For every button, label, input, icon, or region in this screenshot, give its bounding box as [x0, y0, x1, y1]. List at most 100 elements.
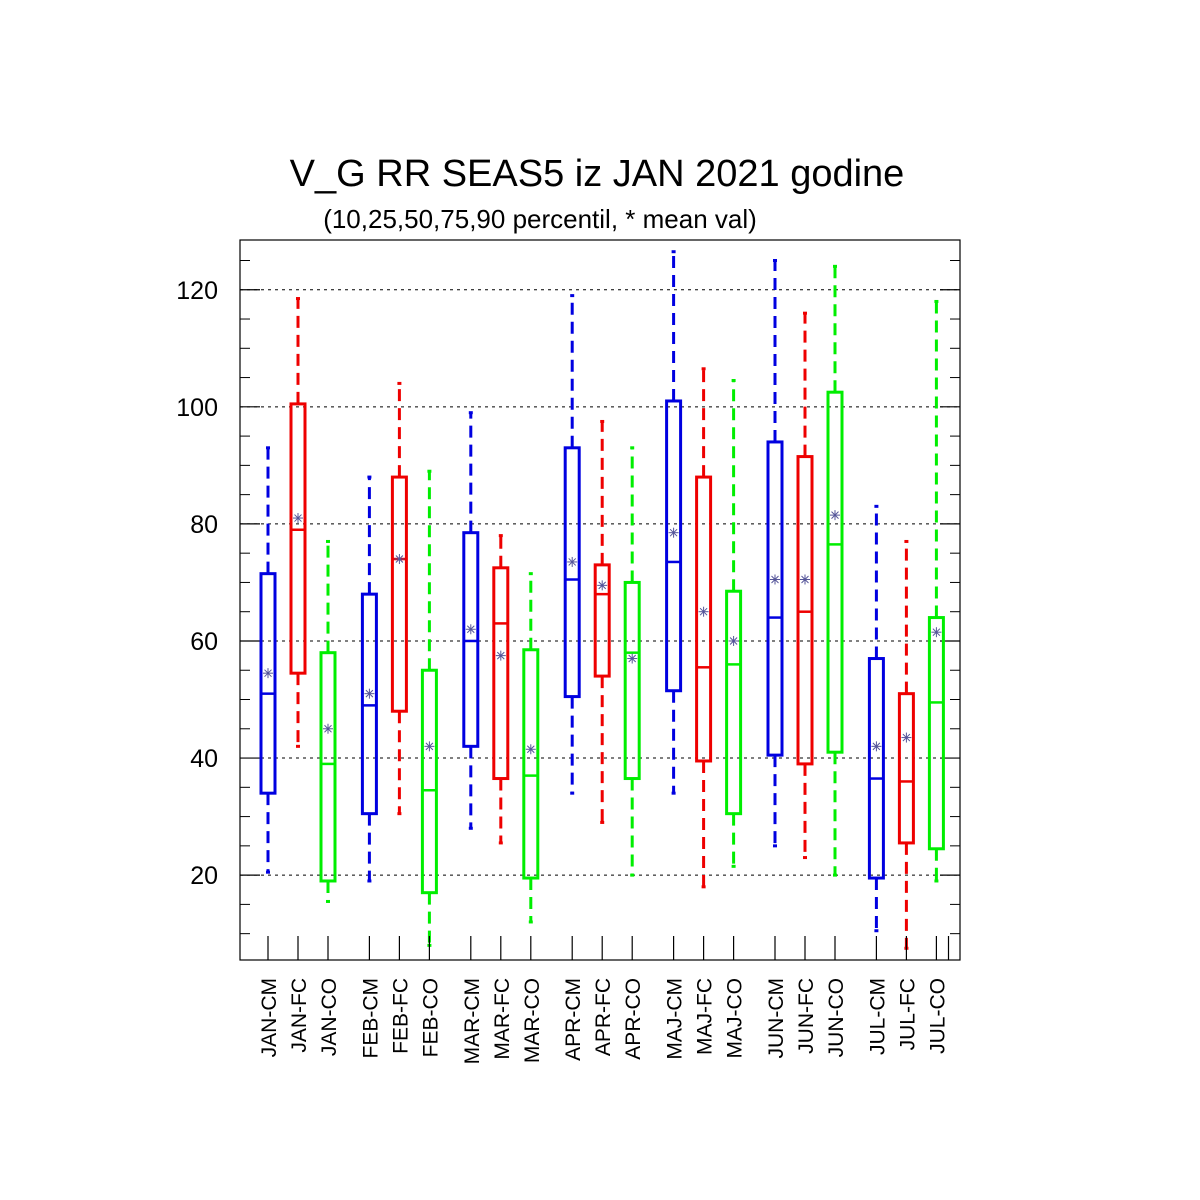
box-iqr [867, 657, 885, 880]
box-iqr [766, 440, 784, 757]
chart-subtitle: (10,25,50,75,90 percentil, * mean val) [323, 204, 757, 234]
grid-lines [240, 289, 960, 876]
box-jul-co [927, 299, 945, 883]
mean-marker-stroke [932, 628, 941, 637]
mean-marker [931, 627, 942, 638]
mean-marker [800, 574, 810, 585]
box-maj-cm [665, 250, 683, 795]
box-jun-cm [766, 258, 784, 848]
box-mar-cm [462, 411, 480, 830]
box-iqr [462, 531, 480, 748]
mean-marker-stroke [425, 742, 434, 751]
mean-marker-stroke [365, 689, 374, 698]
box-mar-fc [492, 534, 510, 845]
mean-marker [698, 606, 709, 617]
mean-marker [323, 723, 333, 734]
mean-marker [293, 513, 303, 524]
mean-marker [394, 554, 405, 565]
x-tick-label: MAJ-CO [724, 978, 747, 1059]
mean-marker [770, 574, 780, 585]
mean-marker-stroke [902, 733, 911, 742]
mean-marker [830, 510, 840, 521]
mean-marker-stroke [324, 724, 332, 733]
y-tick-label: 20 [190, 862, 218, 890]
x-tick-label: JAN-CO [318, 978, 341, 1056]
box-jan-fc [289, 297, 307, 748]
x-tick-label: JAN-CM [258, 978, 281, 1057]
box-apr-cm [563, 294, 581, 795]
plot-frame [239, 239, 961, 961]
boxes [259, 250, 945, 950]
y-axis: 20 40 60 80 100 120 [176, 259, 960, 935]
x-axis: JAN-CM JAN-FC JAN-CO FEB-CM FEB-FC FEB-CO MAR-… [258, 936, 949, 1064]
y-tick-label: 60 [190, 628, 218, 656]
mean-marker [364, 688, 375, 699]
box-jul-fc [897, 539, 915, 950]
box-iqr [695, 475, 713, 763]
box-iqr [319, 651, 337, 883]
box-iqr [563, 446, 581, 699]
x-tick-label: MAR-CO [521, 978, 544, 1063]
box-maj-co [725, 378, 743, 868]
box-jun-co [826, 264, 844, 877]
box-jan-co [319, 539, 337, 903]
x-tick-label: MAJ-FC [694, 978, 717, 1055]
x-tick-label: JUN-CO [825, 978, 848, 1057]
mean-marker [627, 653, 638, 664]
mean-marker [668, 527, 679, 538]
x-tick-label: FEB-CM [359, 978, 382, 1059]
y-tick-label: 120 [176, 277, 218, 305]
x-tick-label: JUL-CM [866, 978, 889, 1055]
box-jan-cm [259, 446, 277, 874]
box-iqr [492, 566, 510, 781]
mean-marker [901, 732, 912, 743]
box-jun-fc [796, 311, 814, 860]
box-iqr [390, 475, 408, 713]
x-tick-label: JUL-FC [896, 978, 919, 1050]
box-iqr [927, 616, 945, 851]
chart-title: V_G RR SEAS5 iz JAN 2021 godine [290, 153, 905, 195]
box-jul-cm [867, 504, 885, 933]
x-tick-label: FEB-FC [389, 978, 412, 1054]
mean-marker-stroke [294, 514, 302, 522]
x-tick-label: JUN-FC [795, 978, 818, 1054]
x-tick-label: MAR-CM [461, 978, 484, 1064]
box-iqr [897, 692, 915, 845]
mean-marker-stroke [771, 575, 779, 584]
box-iqr [665, 399, 683, 693]
box-iqr [725, 589, 743, 816]
box-feb-cm [360, 475, 378, 883]
box-iqr [593, 563, 611, 678]
box-apr-fc [593, 419, 611, 824]
mean-marker [525, 744, 536, 755]
x-tick-label: JUN-CM [765, 978, 788, 1058]
box-iqr [826, 390, 844, 754]
x-tick-label: APR-FC [592, 978, 615, 1056]
mean-marker [495, 650, 506, 661]
mean-marker [263, 668, 273, 679]
x-tick-label: MAR-FC [491, 978, 514, 1060]
mean-marker-stroke [831, 511, 839, 519]
mean-marker [424, 741, 435, 752]
y-tick-label: 100 [176, 394, 218, 422]
mean-marker-stroke [872, 742, 881, 751]
mean-marker-stroke [801, 575, 809, 584]
mean-marker-stroke [729, 637, 738, 645]
mean-marker [465, 624, 476, 635]
box-iqr [522, 648, 540, 880]
box-iqr [796, 455, 814, 766]
x-tick-label: FEB-CO [419, 978, 442, 1057]
box-apr-co [623, 446, 641, 877]
mean-marker-stroke [526, 745, 535, 754]
mean-marker-stroke [669, 528, 678, 537]
mean-marker [597, 580, 608, 591]
box-feb-fc [390, 381, 408, 816]
mean-marker-stroke [628, 654, 637, 663]
box-iqr [360, 592, 378, 816]
box-mar-co [522, 572, 540, 924]
box-maj-fc [695, 367, 713, 889]
mean-marker-stroke [496, 651, 505, 660]
box-iqr [259, 572, 277, 795]
